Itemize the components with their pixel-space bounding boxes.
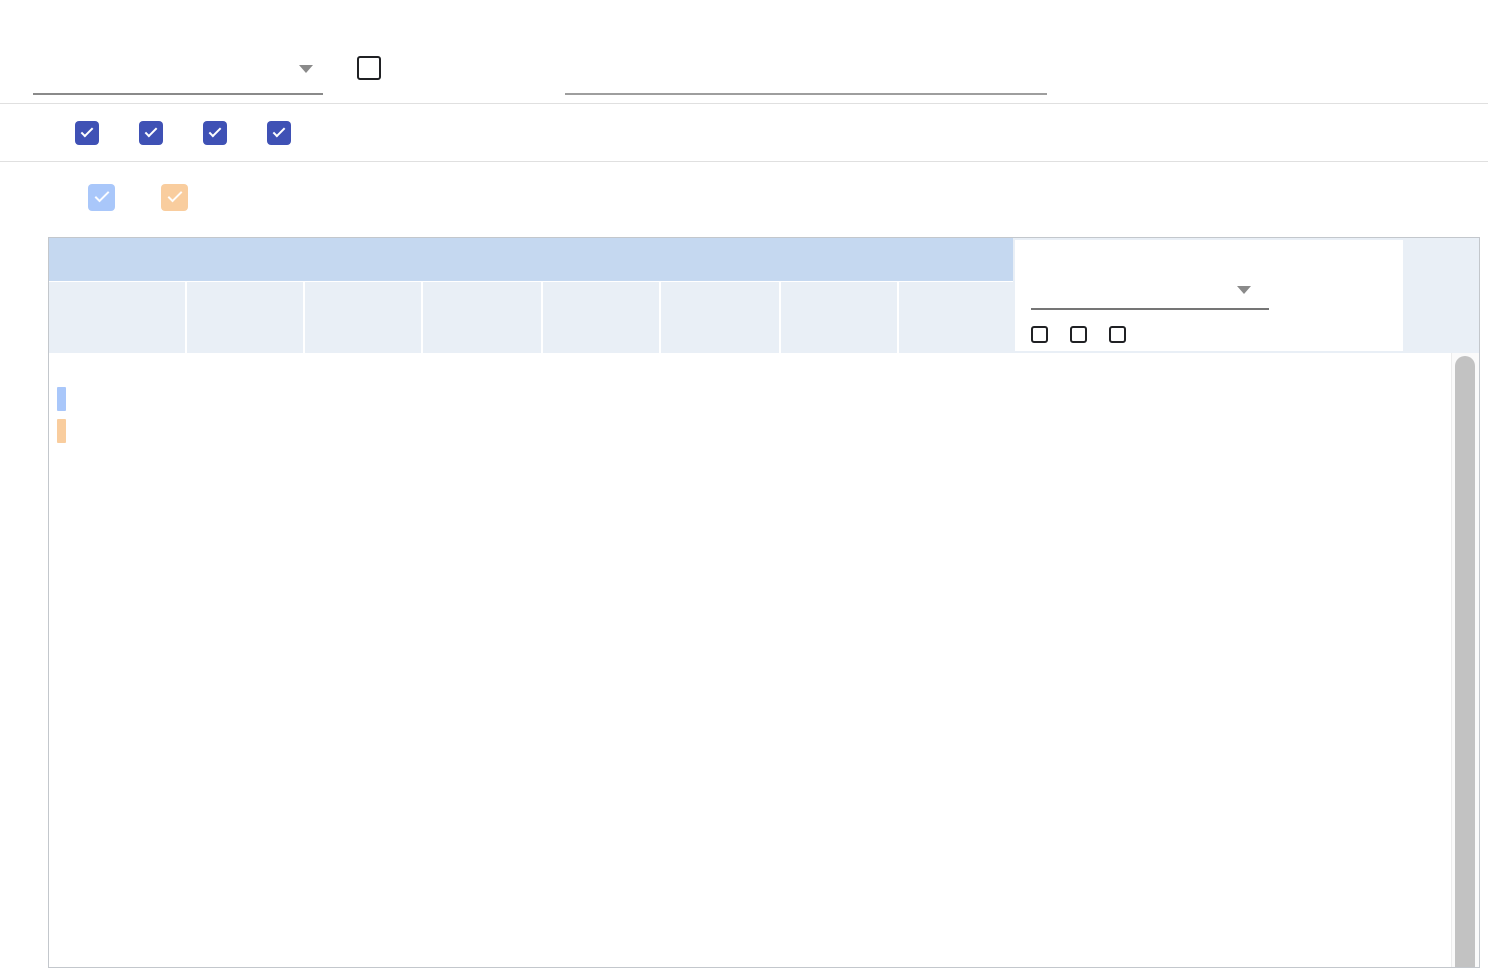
table-title-band bbox=[49, 238, 1013, 282]
dataset-toggle[interactable] bbox=[88, 184, 129, 211]
sort-by-select[interactable] bbox=[33, 40, 323, 95]
chevron-down-icon bbox=[299, 65, 313, 73]
column-header-count bbox=[49, 282, 185, 353]
dataset-legend bbox=[0, 162, 1488, 233]
numeric-features-table bbox=[48, 237, 1480, 968]
column-header-max bbox=[897, 282, 1013, 353]
check-icon bbox=[272, 124, 286, 137]
check-icon bbox=[94, 187, 109, 203]
feature-type-filter-list bbox=[75, 120, 331, 145]
chart-option-checkboxes bbox=[1031, 326, 1148, 343]
dataset-color-chip bbox=[57, 419, 66, 443]
column-header-missing bbox=[185, 282, 303, 353]
checkbox-checked-icon[interactable] bbox=[88, 184, 115, 211]
chart-option-expand[interactable] bbox=[1070, 326, 1091, 343]
feature-search[interactable] bbox=[565, 40, 1047, 95]
checkbox-unchecked-icon[interactable] bbox=[1109, 326, 1126, 343]
divider bbox=[0, 103, 1488, 104]
checkbox-checked-icon[interactable] bbox=[161, 184, 188, 211]
scrollbar-thumb[interactable] bbox=[1455, 356, 1475, 967]
checkbox-checked-icon[interactable] bbox=[203, 120, 227, 145]
chart-type-select[interactable] bbox=[1031, 270, 1269, 310]
dataset-color-chip bbox=[57, 387, 66, 411]
chart-option-percentages[interactable] bbox=[1109, 326, 1130, 343]
chart-controls bbox=[1015, 240, 1403, 351]
checkbox-checked-icon[interactable] bbox=[75, 120, 99, 145]
divider bbox=[0, 161, 1488, 162]
chart-option-log[interactable] bbox=[1031, 326, 1052, 343]
feature-type-filter[interactable] bbox=[139, 120, 175, 145]
check-icon bbox=[80, 124, 94, 137]
column-header-min bbox=[659, 282, 779, 353]
stats-row bbox=[49, 415, 1479, 447]
feature-name bbox=[49, 353, 1479, 383]
checkbox-unchecked-icon[interactable] bbox=[1031, 326, 1048, 343]
table-body bbox=[49, 353, 1479, 481]
feature-type-filter[interactable] bbox=[267, 120, 303, 145]
column-header-mean bbox=[303, 282, 421, 353]
checkbox-checked-icon[interactable] bbox=[139, 120, 163, 145]
check-icon bbox=[208, 124, 222, 137]
reverse-order-toggle[interactable] bbox=[357, 56, 397, 80]
dataset-toggle[interactable] bbox=[161, 184, 202, 211]
column-header-median bbox=[779, 282, 897, 353]
column-header-std-dev bbox=[421, 282, 541, 353]
chart-header-cell bbox=[1013, 238, 1479, 353]
feature-search-input[interactable] bbox=[565, 66, 1047, 89]
checkbox-checked-icon[interactable] bbox=[267, 120, 291, 145]
feature-type-filter[interactable] bbox=[203, 120, 239, 145]
column-header-zeros bbox=[541, 282, 659, 353]
check-icon bbox=[144, 124, 158, 137]
checkbox-unchecked-icon[interactable] bbox=[1070, 326, 1087, 343]
toolbar bbox=[0, 0, 1488, 103]
feature-type-filter[interactable] bbox=[75, 120, 111, 145]
chevron-down-icon bbox=[1237, 286, 1251, 294]
column-header-row bbox=[49, 282, 1013, 353]
feature-type-filter-row bbox=[0, 104, 1488, 161]
check-icon bbox=[167, 187, 182, 203]
feature-group bbox=[49, 353, 1479, 481]
checkbox-unchecked-icon[interactable] bbox=[357, 56, 381, 80]
scrollbar-track[interactable] bbox=[1451, 353, 1479, 967]
stats-row bbox=[49, 383, 1479, 415]
